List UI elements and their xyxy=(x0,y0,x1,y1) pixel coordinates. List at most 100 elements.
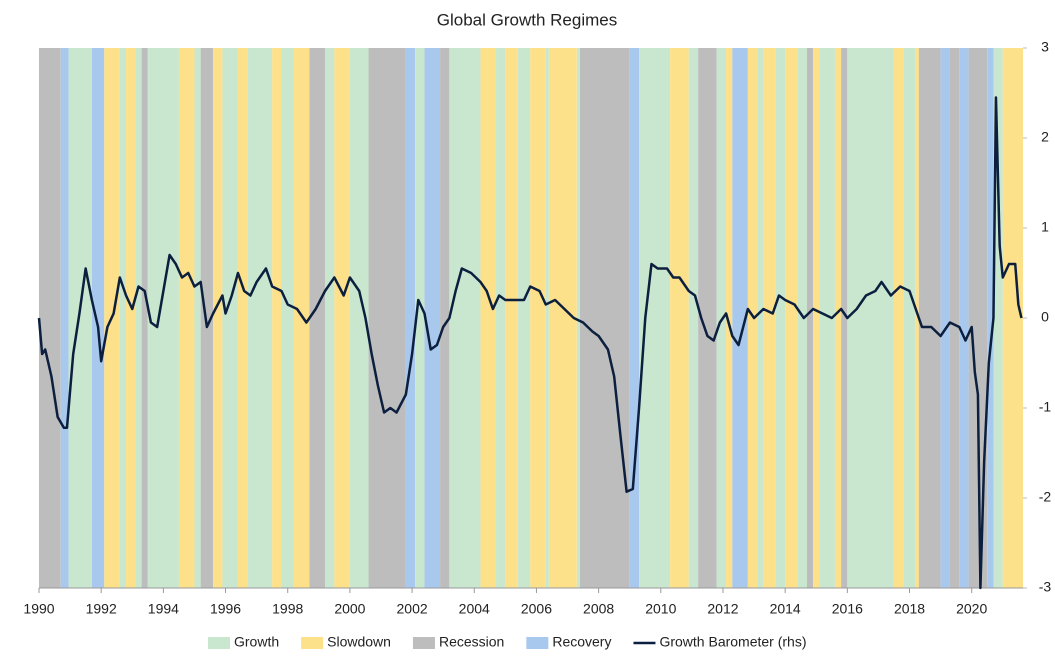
y2-tick-label: 2 xyxy=(1041,129,1049,145)
legend: Growth Slowdown Recession Recovery Growth Ba… xyxy=(208,634,807,650)
x-tick-label: 2002 xyxy=(397,601,428,617)
regime-band xyxy=(987,48,994,588)
regime-band xyxy=(918,48,941,588)
regime-band xyxy=(893,48,904,588)
y2-tick-label: 3 xyxy=(1041,39,1049,55)
regime-band xyxy=(141,48,148,588)
regime-band xyxy=(415,48,425,588)
x-tick-label: 2018 xyxy=(894,601,925,617)
regime-band xyxy=(785,48,798,588)
regime-band xyxy=(757,48,764,588)
y2-tick-label: -3 xyxy=(1039,579,1052,595)
regime-band xyxy=(959,48,969,588)
x-tick-label: 2014 xyxy=(770,601,801,617)
x-tick-label: 2010 xyxy=(645,601,676,617)
x-tick-label: 1998 xyxy=(272,601,303,617)
regime-band xyxy=(178,48,195,588)
regime-band xyxy=(60,48,69,588)
regime-band xyxy=(629,48,640,588)
x-tick-label: 2006 xyxy=(521,601,552,617)
regime-band xyxy=(334,48,350,588)
regime-band xyxy=(39,48,61,588)
legend-swatch xyxy=(301,637,324,649)
regime-band xyxy=(670,48,689,588)
legend-label: Recovery xyxy=(552,634,611,650)
regime-band xyxy=(349,48,369,588)
regime-band xyxy=(222,48,238,588)
regime-band xyxy=(968,48,988,588)
regime-band xyxy=(68,48,92,588)
regime-band xyxy=(272,48,282,588)
x-tick-label: 2012 xyxy=(707,601,738,617)
regime-band xyxy=(579,48,630,588)
regime-band xyxy=(449,48,481,588)
regime-band xyxy=(847,48,894,588)
regime-band xyxy=(517,48,531,588)
regime-band xyxy=(281,48,294,588)
regime-band xyxy=(1002,48,1023,588)
x-tick-label: 2004 xyxy=(459,601,490,617)
x-tick-label: 2000 xyxy=(334,601,365,617)
regime-band xyxy=(91,48,105,588)
regime-band xyxy=(797,48,807,588)
regime-band xyxy=(813,48,820,588)
lines xyxy=(37,96,1023,590)
regime-band xyxy=(726,48,733,588)
y2-tick-label: -2 xyxy=(1039,489,1052,505)
legend-swatch xyxy=(412,637,435,649)
y2-tick-label: -1 xyxy=(1039,399,1052,415)
regime-band xyxy=(247,48,273,588)
regime-band xyxy=(806,48,814,588)
regime-band xyxy=(135,48,142,588)
regime-band xyxy=(819,48,835,588)
regime-band xyxy=(325,48,335,588)
regime-band xyxy=(576,48,580,588)
regime-band xyxy=(293,48,310,588)
legend-label: Recession xyxy=(439,634,504,650)
legend-label: Growth xyxy=(234,634,279,650)
regime-band xyxy=(496,48,506,588)
x-tick-label: 1992 xyxy=(86,601,117,617)
x-tick-label: 1996 xyxy=(210,601,241,617)
x-tick-label: 1994 xyxy=(148,601,179,617)
regime-band xyxy=(119,48,127,588)
regime-band xyxy=(440,48,450,588)
regime-band xyxy=(405,48,416,588)
regime-band xyxy=(903,48,916,588)
x-tick-label: 2020 xyxy=(956,601,987,617)
y2-tick-label: 1 xyxy=(1041,219,1049,235)
regime-band xyxy=(732,48,748,588)
regime-band xyxy=(545,48,549,588)
legend-swatch xyxy=(208,637,230,649)
regime-band xyxy=(716,48,727,588)
x-tick-label: 2008 xyxy=(583,601,614,617)
y2-tick-label: 0 xyxy=(1041,309,1049,325)
regime-band xyxy=(949,48,960,588)
regime-band xyxy=(213,48,223,588)
regime-band xyxy=(763,48,776,588)
regime-band xyxy=(841,48,848,588)
regime-band xyxy=(639,48,671,588)
legend-label: Slowdown xyxy=(327,634,391,650)
regime-band xyxy=(424,48,441,588)
regime-band xyxy=(368,48,406,588)
x-tick-label: 2016 xyxy=(832,601,863,617)
regime-band xyxy=(194,48,201,588)
regime-band xyxy=(775,48,786,588)
regime-band xyxy=(915,48,919,588)
chart-title: Global Growth Regimes xyxy=(437,10,617,29)
regime-band xyxy=(480,48,497,588)
regime-band xyxy=(530,48,546,588)
regime-band xyxy=(126,48,136,588)
axes: 1990 1992 1994 1996 1998 2000 2002 2004 2006 2008… xyxy=(23,39,1051,617)
regime-band xyxy=(505,48,518,588)
regime-band xyxy=(688,48,699,588)
regime-band xyxy=(237,48,248,588)
legend-swatch xyxy=(526,637,549,649)
regime-bands xyxy=(39,48,1023,588)
regime-band xyxy=(309,48,326,588)
regime-band xyxy=(940,48,950,588)
regime-band xyxy=(747,48,758,588)
regime-band xyxy=(834,48,842,588)
